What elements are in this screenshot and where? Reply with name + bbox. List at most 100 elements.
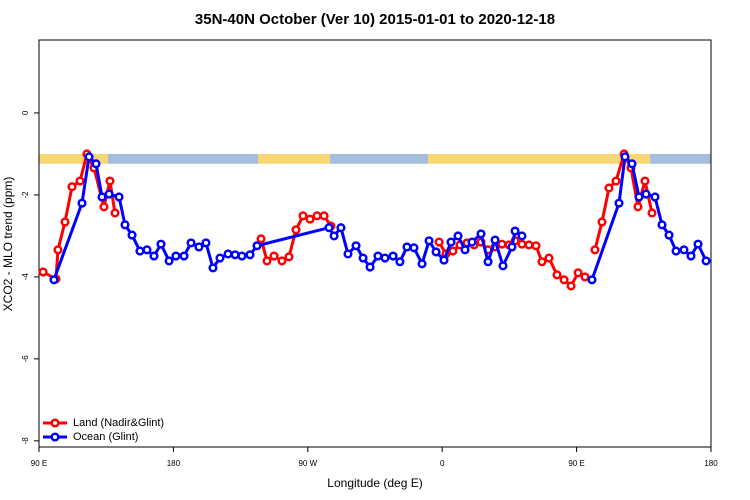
x-tick-label: 180	[704, 459, 718, 468]
data-point	[590, 245, 600, 255]
data-point	[460, 245, 470, 255]
data-point	[448, 246, 458, 256]
data-point	[269, 251, 279, 261]
data-point	[650, 192, 660, 202]
x-tick-label: 180	[167, 459, 181, 468]
data-point	[53, 245, 63, 255]
data-point	[693, 239, 703, 249]
data-point	[580, 272, 590, 282]
data-point	[77, 198, 87, 208]
legend-marker	[50, 418, 60, 428]
data-point	[633, 202, 643, 212]
data-point	[679, 245, 689, 255]
data-point	[395, 257, 405, 267]
data-point	[230, 250, 240, 260]
data-point	[194, 242, 204, 252]
data-point	[237, 251, 247, 261]
plot-frame	[38, 39, 712, 448]
data-point	[531, 241, 541, 251]
data-point	[664, 230, 674, 240]
data-point	[497, 239, 507, 249]
data-point	[365, 262, 375, 272]
data-point	[431, 247, 441, 257]
legend-label: Land (Nadir&Glint)	[73, 417, 164, 429]
data-point	[640, 176, 650, 186]
data-point	[587, 275, 597, 285]
data-point	[208, 263, 218, 273]
legend-marker	[50, 432, 60, 442]
data-point	[641, 189, 651, 199]
series-line	[42, 152, 654, 288]
y-tick-label: 0	[21, 110, 30, 115]
data-point	[490, 235, 500, 245]
data-point	[439, 255, 449, 265]
x-tick-label: 0	[440, 459, 445, 468]
data-point	[171, 251, 181, 261]
data-point	[201, 238, 211, 248]
data-point	[343, 249, 353, 259]
data-point	[467, 237, 477, 247]
data-point	[223, 249, 233, 259]
band-segment	[39, 153, 108, 164]
data-point	[135, 246, 145, 256]
data-point	[245, 250, 255, 260]
x-tick-label: 90 E	[31, 459, 47, 468]
band-segment	[107, 153, 259, 164]
data-point	[380, 253, 390, 263]
data-point	[409, 243, 419, 253]
data-point	[298, 211, 308, 221]
data-point	[186, 238, 196, 248]
data-point	[417, 259, 427, 269]
data-point	[97, 192, 107, 202]
data-point	[573, 268, 583, 278]
data-point	[647, 208, 657, 218]
data-point	[358, 253, 368, 263]
data-point	[453, 231, 463, 241]
data-point	[324, 223, 334, 233]
x-axis-label: Longitude (deg E)	[327, 476, 422, 490]
data-point	[127, 230, 137, 240]
data-point	[671, 246, 681, 256]
y-tick-label: -4	[21, 273, 30, 281]
y-tick-label: -8	[21, 437, 30, 445]
data-point	[284, 252, 294, 262]
band-segment	[330, 153, 429, 164]
data-point	[597, 217, 607, 227]
data-point	[402, 242, 412, 252]
data-point	[149, 251, 159, 261]
data-point	[507, 242, 517, 252]
data-point	[262, 256, 272, 266]
data-point	[424, 236, 434, 246]
y-axis-label: XCO2 - MLO trend (ppm)	[1, 177, 15, 312]
data-point	[142, 245, 152, 255]
data-point	[517, 231, 527, 241]
data-point	[627, 159, 637, 169]
data-point	[99, 202, 109, 212]
data-point	[75, 176, 85, 186]
data-point	[614, 198, 624, 208]
data-point	[620, 152, 630, 162]
data-point	[686, 251, 696, 261]
data-point	[434, 237, 444, 247]
data-point	[277, 256, 287, 266]
data-point	[104, 189, 114, 199]
band-segment	[650, 153, 711, 164]
data-point	[319, 211, 329, 221]
data-point	[351, 241, 361, 251]
data-point	[114, 192, 124, 202]
data-point	[67, 182, 77, 192]
data-point	[657, 220, 667, 230]
x-tick-label: 90 W	[298, 459, 317, 468]
data-point	[38, 267, 48, 277]
data-point	[120, 220, 130, 230]
data-point	[604, 183, 614, 193]
data-point	[336, 223, 346, 233]
band-segment	[428, 153, 651, 164]
data-point	[91, 159, 101, 169]
data-point	[291, 225, 301, 235]
data-point	[252, 241, 262, 251]
band-segment	[258, 153, 331, 164]
data-point	[329, 231, 339, 241]
chart-title: 35N-40N October (Ver 10) 2015-01-01 to 2…	[195, 11, 555, 28]
data-point	[446, 237, 456, 247]
